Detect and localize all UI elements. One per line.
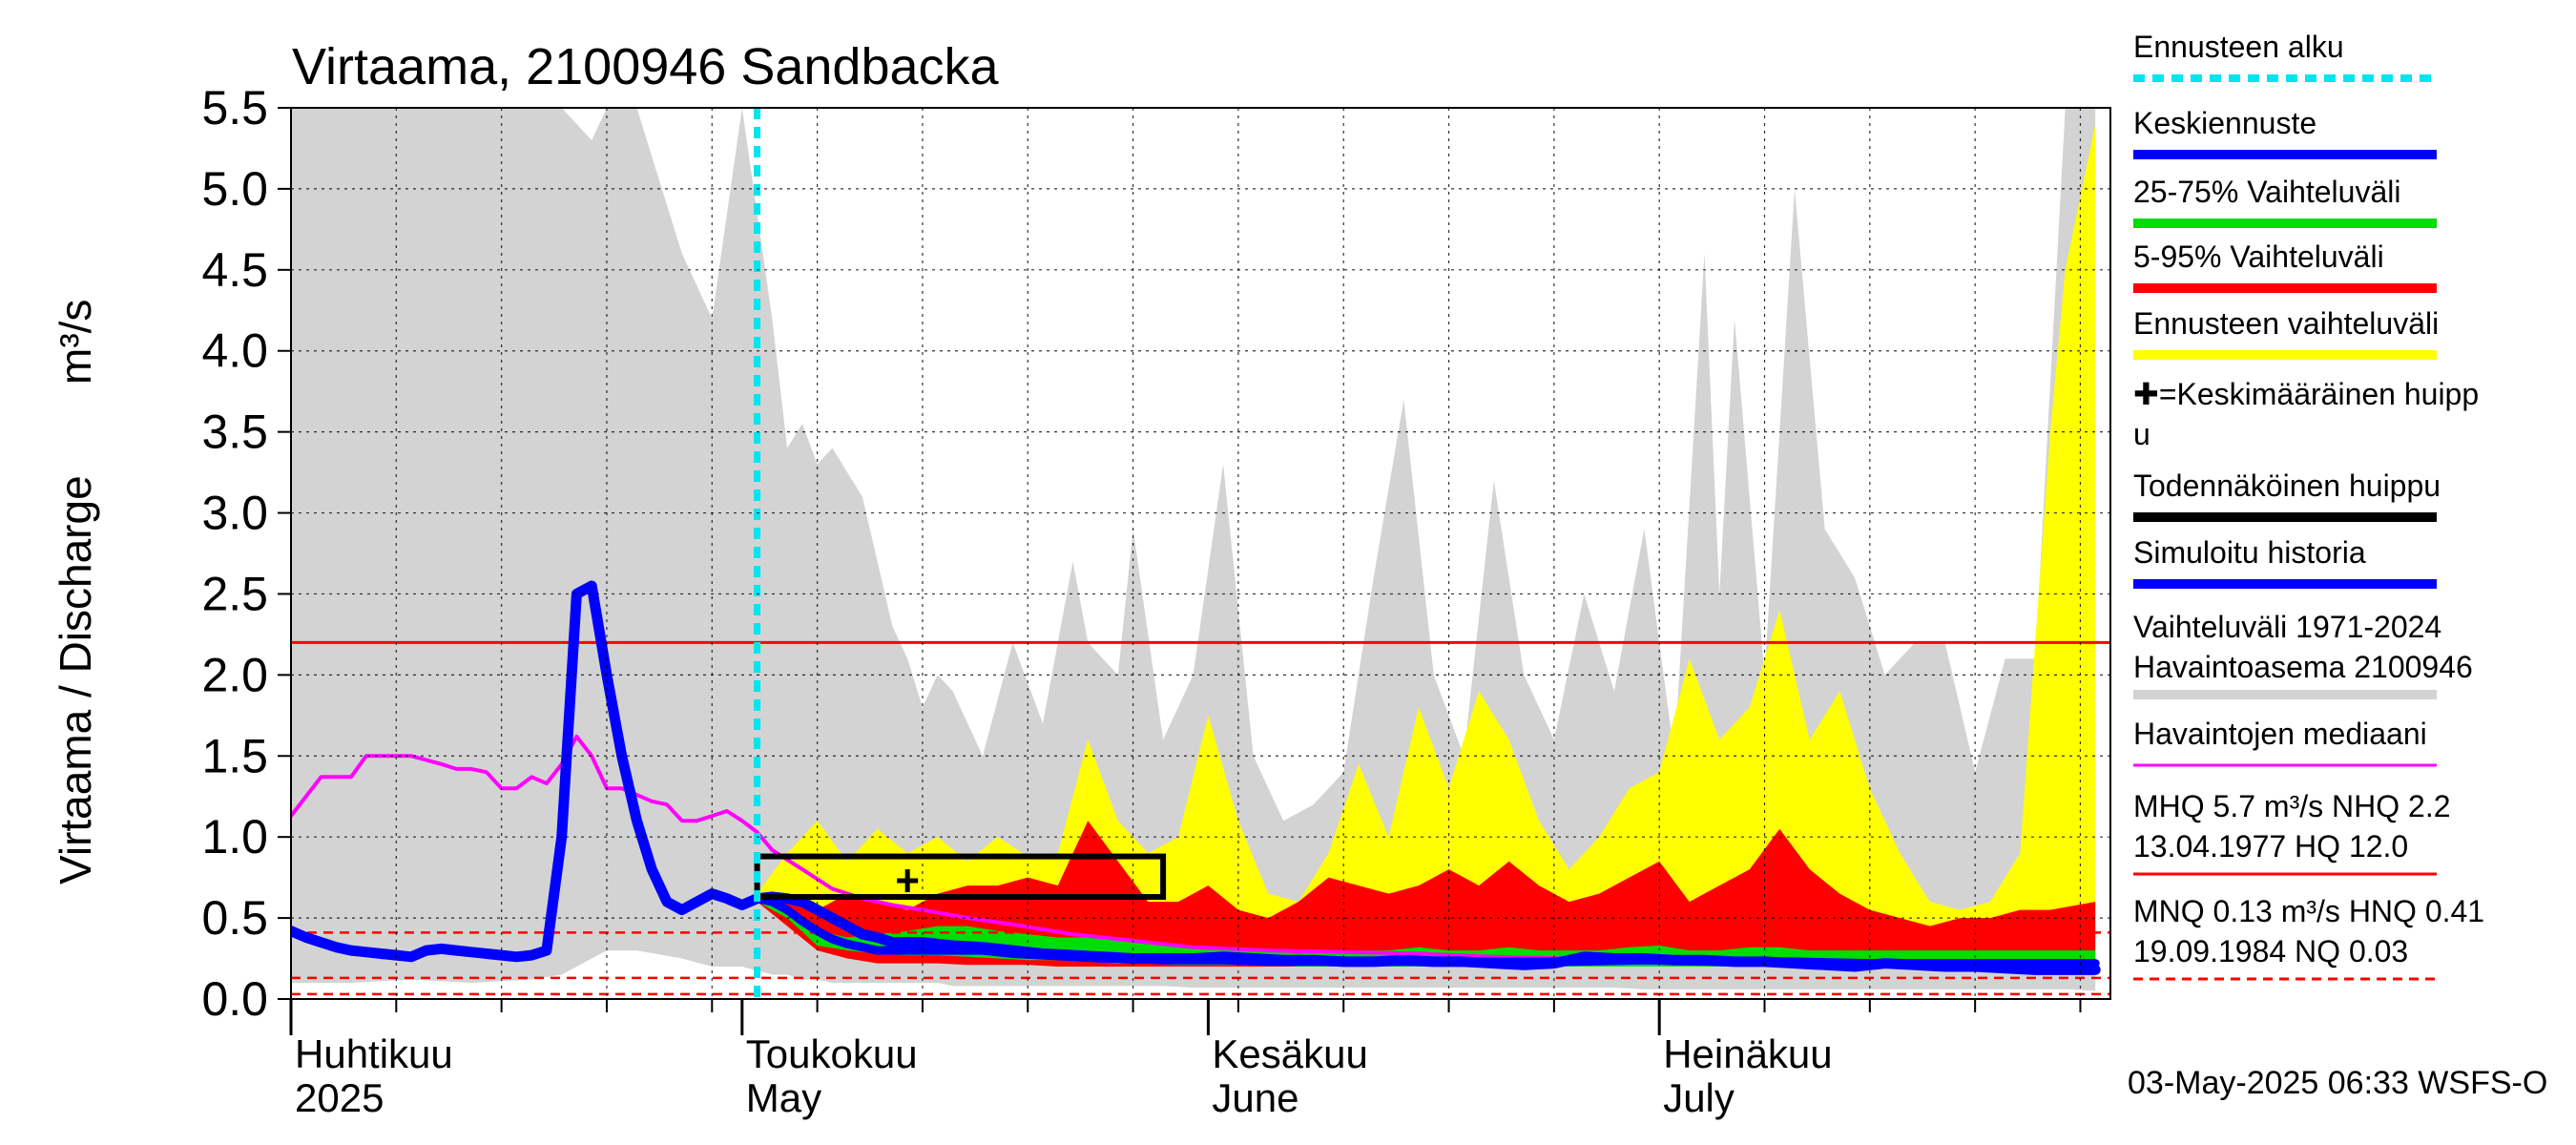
legend-label-2: 19.09.1984 NQ 0.03 bbox=[2133, 934, 2408, 968]
line-havaintojen-mediaani bbox=[291, 734, 2098, 970]
x-month-label-en: May bbox=[746, 1075, 821, 1120]
legend-item: MHQ 5.7 m³/s NHQ 2.2 13.04.1977 HQ 12.0 bbox=[2133, 789, 2451, 876]
legend-label: Vaihteluväli 1971-2024 bbox=[2133, 610, 2441, 644]
axes: 0.0 0.5 1.0 1.5 2.0 2.5 3.0 3.5 4.0 4.5 5.0 5.5 Huht… bbox=[51, 81, 2111, 1120]
legend-label: 5-95% Vaihteluväli bbox=[2133, 239, 2384, 274]
grid bbox=[290, 107, 2110, 999]
legend-label: 25-75% Vaihteluväli bbox=[2133, 175, 2400, 209]
legend-label: ✚=Keskimääräinen huipp bbox=[2133, 377, 2479, 411]
band-25-75-vaihteluv-li bbox=[757, 898, 2096, 967]
y-tick-label: 4.5 bbox=[201, 243, 268, 297]
legend-label-2: u bbox=[2133, 417, 2150, 451]
legend-item: Simuloitu historia bbox=[2133, 535, 2437, 589]
x-month-label-en: June bbox=[1212, 1075, 1298, 1120]
legend-item: ✚=Keskimääräinen huipp u bbox=[2133, 377, 2479, 451]
x-month-label-en: 2025 bbox=[295, 1075, 384, 1120]
y-tick-label: 5.0 bbox=[201, 162, 268, 216]
x-month-label-fi: Kesäkuu bbox=[1212, 1031, 1367, 1076]
line-simuloitu-historia bbox=[291, 580, 2101, 975]
legend-label-2: Havaintoasema 2100946 bbox=[2133, 650, 2473, 684]
y-tick-label: 2.0 bbox=[201, 648, 268, 701]
legend-item: Vaihteluväli 1971-2024 Havaintoasema 210… bbox=[2133, 610, 2473, 699]
y-tick-label: 1.0 bbox=[201, 810, 268, 864]
legend-label: Ennusteen vaihteluväli bbox=[2133, 306, 2439, 341]
legend-item: Havaintojen mediaani bbox=[2133, 717, 2437, 767]
y-tick-label: 0.0 bbox=[201, 972, 268, 1026]
legend-label: Todennäköinen huippu bbox=[2133, 468, 2441, 503]
legend-item: 5-95% Vaihteluväli bbox=[2133, 239, 2437, 293]
legend-label: MNQ 0.13 m³/s HNQ 0.41 bbox=[2133, 894, 2484, 928]
y-axis-unit: m³/s bbox=[51, 300, 100, 385]
legend-label: MHQ 5.7 m³/s NHQ 2.2 bbox=[2133, 789, 2451, 823]
timestamp-footer: 03-May-2025 06:33 WSFS-O bbox=[2128, 1065, 2547, 1101]
legend-label-2: 13.04.1977 HQ 12.0 bbox=[2133, 829, 2408, 864]
legend-label: Havaintojen mediaani bbox=[2133, 717, 2427, 751]
band-ennusteen-vaihteluv-li bbox=[757, 124, 2096, 967]
legend-label: Simuloitu historia bbox=[2133, 535, 2366, 570]
legend-item: Todennäköinen huippu bbox=[2133, 468, 2441, 522]
plot-area bbox=[291, 108, 2110, 999]
legend-item: MNQ 0.13 m³/s HNQ 0.41 19.09.1984 NQ 0.03 bbox=[2133, 894, 2484, 981]
legend-label: Keskiennuste bbox=[2133, 106, 2316, 140]
y-axis-label: Virtaama / Discharge bbox=[51, 475, 100, 885]
x-month-label-en: July bbox=[1663, 1075, 1735, 1120]
x-month-label-fi: Huhtikuu bbox=[295, 1031, 453, 1076]
y-tick-label: 3.0 bbox=[201, 487, 268, 540]
legend-item: Ennusteen alku bbox=[2133, 30, 2437, 82]
y-tick-label: 2.5 bbox=[201, 567, 268, 620]
x-month-label-fi: Toukokuu bbox=[746, 1031, 918, 1076]
y-tick-label: 1.5 bbox=[201, 729, 268, 782]
x-month-label-fi: Heinäkuu bbox=[1663, 1031, 1832, 1076]
y-tick-label: 0.5 bbox=[201, 891, 268, 945]
legend-item: Keskiennuste bbox=[2133, 106, 2437, 159]
legend-label: Ennusteen alku bbox=[2133, 30, 2344, 64]
legend-item: 25-75% Vaihteluväli bbox=[2133, 175, 2437, 228]
legend: Ennusteen alku Keskiennuste 25-75% Vaihtel… bbox=[2133, 30, 2484, 981]
mean-peak-marker bbox=[897, 869, 919, 893]
legend-item: Ennusteen vaihteluväli bbox=[2133, 306, 2439, 360]
plot-frame bbox=[290, 107, 2111, 1000]
chart-title: Virtaama, 2100946 Sandbacka bbox=[292, 38, 1000, 95]
y-tick-label: 3.5 bbox=[201, 406, 268, 459]
band-vaihteluv-li-1971-2024-havaintoasema-2100946 bbox=[291, 108, 2096, 991]
y-tick-label: 4.0 bbox=[201, 324, 268, 378]
y-tick-label: 5.5 bbox=[201, 81, 268, 135]
